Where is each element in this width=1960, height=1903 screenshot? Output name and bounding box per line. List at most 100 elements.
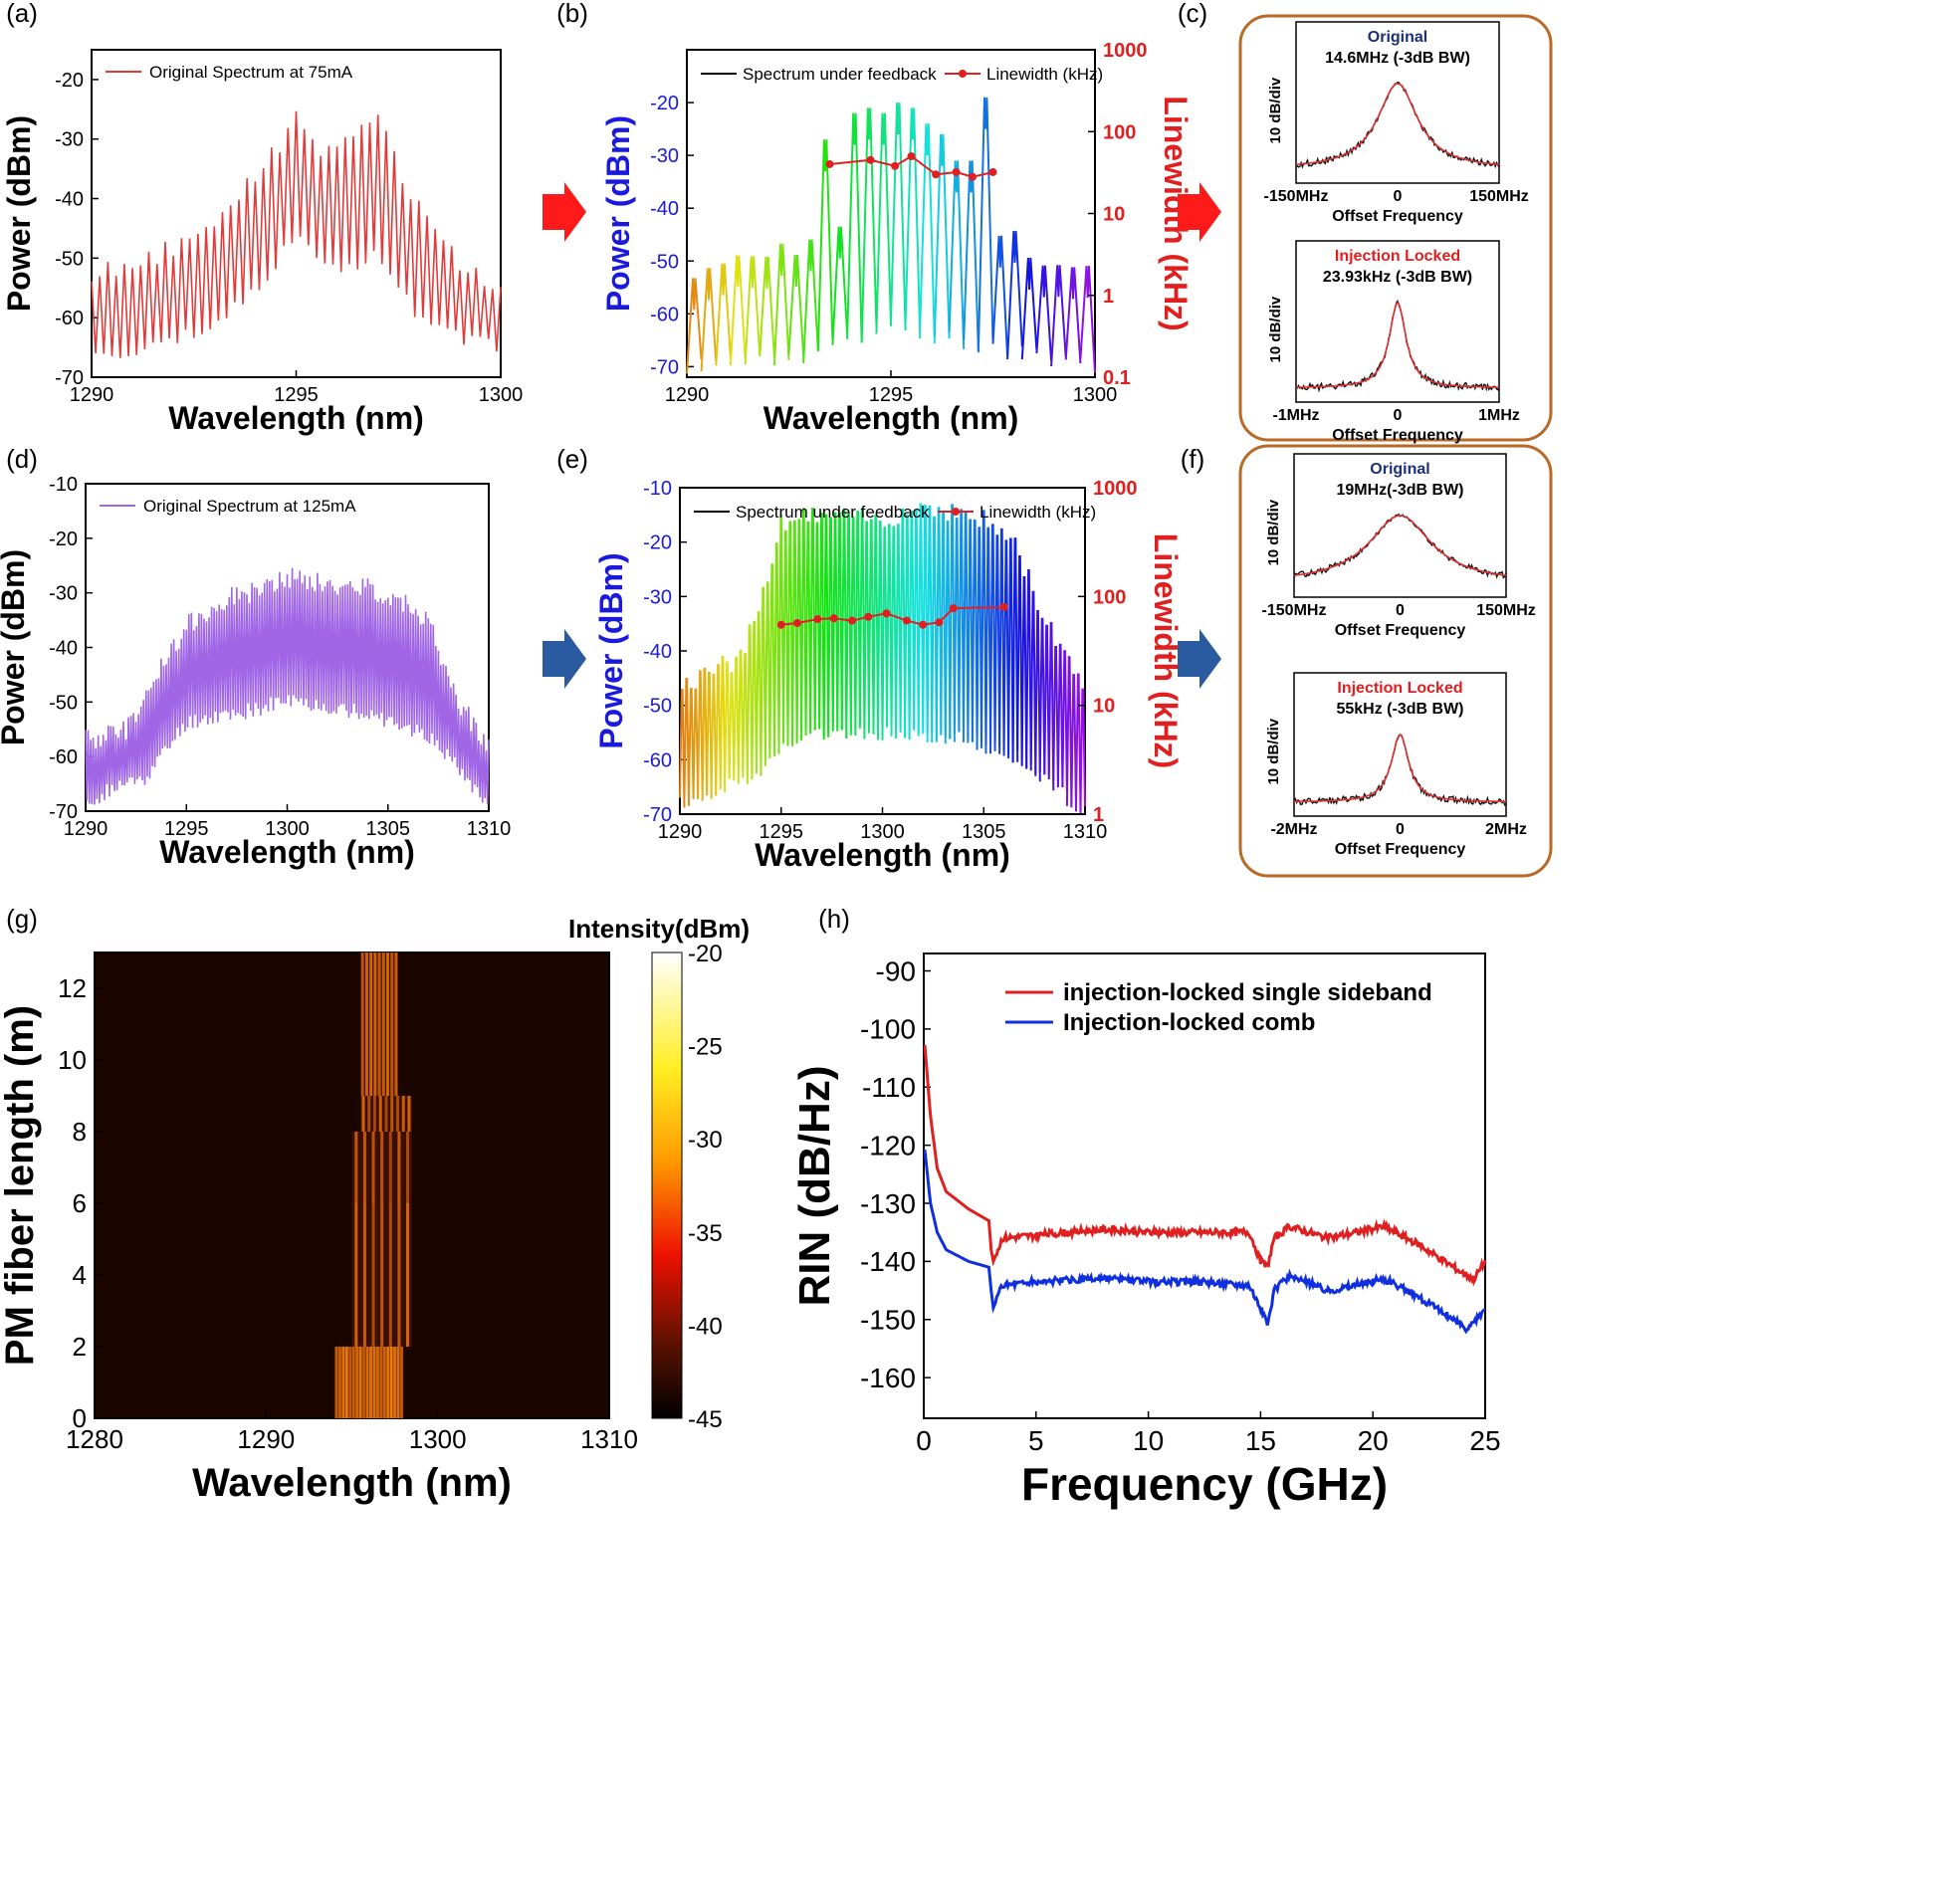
y-tick-label: -90 <box>876 955 916 986</box>
spectrum-mode <box>926 505 934 734</box>
y-axis-label: Power (dBm) <box>0 549 31 745</box>
y-tick-label: -70 <box>49 801 78 823</box>
heatmap-line <box>381 952 385 1096</box>
spectrum-mode <box>949 504 956 742</box>
inset-subtitle: 14.6MHz (-3dB BW) <box>1325 50 1470 67</box>
y-tick-label: -20 <box>643 532 672 554</box>
heatmap-line <box>364 952 368 1096</box>
y2-tick-label: 10 <box>1103 204 1125 226</box>
spectrum-mode <box>895 524 902 731</box>
heatmap-line <box>341 1347 345 1418</box>
spectrum-mode <box>728 672 736 781</box>
spectrum-mode <box>763 581 771 761</box>
y-tick-label: -140 <box>860 1246 916 1277</box>
y-tick-label: -20 <box>55 70 84 92</box>
x-axis-label: Wavelength (nm) <box>192 1461 512 1505</box>
spectrum-mode <box>724 661 731 781</box>
heatmap-band <box>334 1347 404 1418</box>
heatmap-line <box>390 952 394 1096</box>
spectrum-mode <box>980 510 987 754</box>
spectrum-mode <box>679 689 686 808</box>
heatmap-line <box>362 1347 366 1418</box>
spectrum-mode <box>872 515 879 740</box>
measured-trace <box>1293 734 1507 807</box>
x-tick-label: 1290 <box>70 384 114 406</box>
spectrum-mode <box>976 527 982 750</box>
chart-b: (b) 1290 1295 1300 -20 -30 -40 -50 -60 -70 Wavelen… <box>556 0 1194 436</box>
inset-subtitle: 55kHz (-3dB BW) <box>1336 701 1463 718</box>
spectrum-mode <box>822 514 830 738</box>
y-tick-label: -40 <box>650 198 679 220</box>
heatmap-line <box>386 1347 390 1418</box>
spectrum-mode <box>755 611 762 774</box>
spectrum-mode <box>1065 656 1073 808</box>
inset-x-tick-label: 0 <box>1394 407 1403 424</box>
chart-c: (c) Original 14.6MHz (-3dB BW) 10 dB/div -15… <box>1178 0 1553 444</box>
inset-x-tick-label: 0 <box>1394 188 1403 205</box>
colorbar-tick-label: -45 <box>688 1406 723 1433</box>
spectrum-mode <box>1007 537 1014 763</box>
heatmap-line <box>367 1096 371 1132</box>
linewidth-point <box>999 602 1008 611</box>
y-tick-label: -130 <box>860 1188 916 1219</box>
panel-label: (f) <box>1181 444 1205 474</box>
inset-group-border <box>1238 14 1553 442</box>
inset-x-tick-label: 2MHz <box>1485 821 1527 838</box>
linewidth-point <box>825 159 834 168</box>
y-axis-label: Power (dBm) <box>593 552 629 748</box>
y2-tick-label: 1000 <box>1103 40 1148 62</box>
colorbar-tick-label: -40 <box>688 1313 723 1340</box>
y2-tick-label: 1000 <box>1093 478 1138 500</box>
spectrum-mode <box>845 513 852 740</box>
spectrum-mode <box>809 507 816 735</box>
spectrum-mode <box>746 624 754 784</box>
heatmap-line <box>390 1096 394 1132</box>
spectrum-mode <box>849 516 857 737</box>
spectrum-mode <box>1079 688 1086 812</box>
spectrum-mode <box>715 263 732 366</box>
linewidth-point <box>776 620 785 629</box>
spectrum-mode <box>706 671 713 799</box>
chart-f: (f) Original 19MHz(-3dB BW) 10 dB/div -150MH… <box>1181 444 1553 878</box>
y-axis-label: Power (dBm) <box>1 115 37 312</box>
lorentzian-fit <box>1294 733 1506 803</box>
spectrum-mode <box>899 508 907 736</box>
spectrum-mode <box>890 103 907 331</box>
lorentzian-fit <box>1293 515 1507 576</box>
colorbar-tick-label: -30 <box>688 1127 723 1154</box>
spectrum-mode <box>831 512 839 732</box>
spectrum-mode <box>1011 537 1019 763</box>
spectrum-mode <box>1029 590 1037 776</box>
spectrum-mode <box>984 527 991 746</box>
spectrum-mode <box>953 518 961 735</box>
y-axis-label: RIN (dB/Hz) <box>790 1066 839 1307</box>
panel-label: (d) <box>6 444 38 474</box>
x-tick-label: 1290 <box>64 818 109 840</box>
y2-tick-label: 100 <box>1103 121 1136 143</box>
panel-label: (b) <box>556 0 588 28</box>
inset-frame <box>1295 240 1500 403</box>
spectrum-mode <box>686 278 703 374</box>
x-axis-label: Frequency (GHz) <box>1021 1458 1388 1510</box>
x-tick-label: 0 <box>916 1425 932 1456</box>
heatmap-line <box>362 1203 366 1347</box>
heatmap-line <box>375 1347 379 1418</box>
spectrum-mode <box>1034 609 1041 782</box>
spectrum-mode <box>977 97 994 352</box>
heatmap-line <box>377 952 381 1096</box>
inset-title: Injection Locked <box>1335 248 1460 265</box>
spectrum-mode <box>931 516 938 743</box>
spectrum-mode <box>772 243 790 366</box>
linewidth-point <box>902 616 911 625</box>
spectrum-mode <box>877 521 884 736</box>
panel-label: (a) <box>6 0 38 28</box>
spectrum-mode <box>1038 617 1046 774</box>
spectrum-mode <box>1050 265 1067 367</box>
spectrum-mode <box>1070 674 1077 812</box>
spectrum-mode <box>787 255 805 356</box>
heatmap-line <box>368 1347 372 1418</box>
linewidth-point <box>919 620 928 629</box>
y-tick-label: 8 <box>73 1117 87 1147</box>
y2-tick-label: 100 <box>1093 586 1126 608</box>
x-tick-label: 20 <box>1358 1425 1389 1456</box>
